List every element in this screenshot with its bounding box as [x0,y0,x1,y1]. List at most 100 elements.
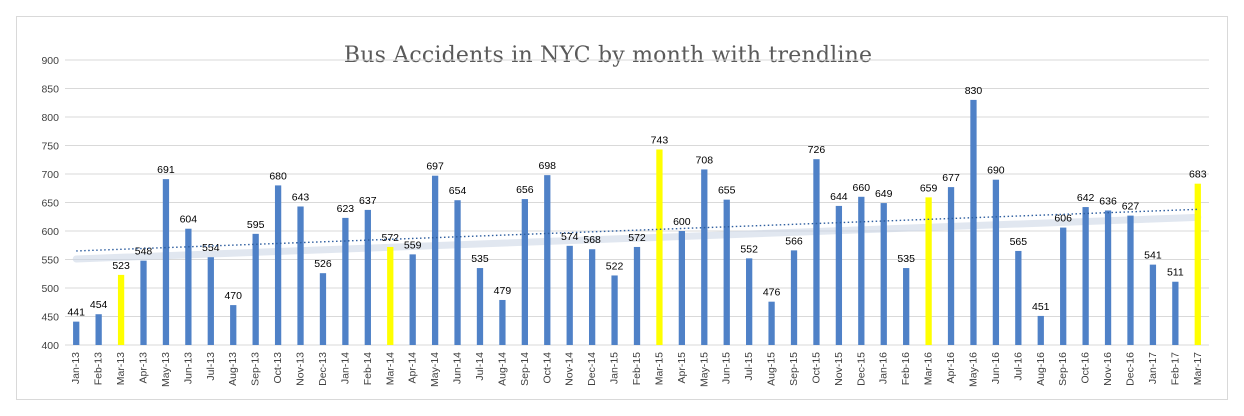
data-label: 698 [539,160,557,172]
bar [903,268,910,345]
data-label: 479 [494,285,512,297]
y-tick-label: 750 [41,141,59,153]
bar [746,258,753,345]
x-tick-label: Feb-15 [631,352,643,385]
data-label: 476 [763,287,781,299]
bar [521,199,528,345]
bar [73,321,80,345]
data-label: 691 [157,164,175,176]
bar [835,205,843,345]
x-tick-label: Aug-13 [227,352,239,386]
data-label: 697 [426,161,444,173]
bar [970,99,977,346]
bar [162,179,170,345]
data-label: 595 [247,219,265,231]
data-label: 526 [314,258,332,270]
trendline-shadow [72,213,1202,263]
data-label: 627 [1122,201,1140,213]
data-label: 522 [606,260,624,272]
data-label: 454 [90,299,108,311]
data-label: 552 [740,243,758,255]
bar [947,187,955,345]
x-tick-label: Dec-14 [586,352,598,386]
y-tick-label: 550 [41,255,59,267]
bar [431,175,439,345]
data-label: 606 [1054,213,1072,225]
x-tick-label: Apr-16 [945,352,957,384]
x-tick-label: Jan-17 [1147,352,1159,384]
x-tick-label: Oct-15 [810,352,822,384]
x-tick-label: Jan-14 [339,352,351,384]
data-label: 690 [987,165,1005,177]
bar [588,249,596,345]
data-label: 574 [561,231,579,243]
x-tick-label: May-13 [160,352,172,387]
bar [1037,315,1044,345]
data-label: 572 [381,232,399,244]
bar [925,197,932,345]
data-label: 677 [942,172,960,184]
y-tick-label: 500 [41,283,59,295]
y-tick-label: 450 [41,312,59,324]
y-tick-label: 900 [41,55,59,67]
chart-frame: Bus Accidents in NYC by month with trend… [16,16,1228,400]
x-tick-label: Jul-16 [1012,352,1024,381]
bar [117,274,125,345]
x-tick-label: Dec-15 [855,352,867,386]
x-tick-label: Sep-16 [1057,352,1069,386]
x-tick-label: Apr-13 [138,352,150,384]
bar [207,257,214,345]
bar [454,200,461,345]
data-label: 830 [965,85,983,97]
data-label: 643 [292,191,310,203]
bar [1149,264,1157,345]
x-tick-label: Apr-14 [407,352,419,384]
y-tick-label: 800 [41,112,59,124]
bar [656,149,663,345]
x-tick-label: Jun-16 [990,352,1002,384]
data-label: 535 [471,253,489,265]
data-label: 604 [180,214,198,226]
data-label: 535 [897,253,915,265]
x-tick-label: Oct-16 [1080,352,1092,384]
x-tick-label: Aug-14 [496,352,508,386]
bar [566,245,573,345]
bar [252,233,259,345]
bar [858,196,865,345]
bar [701,169,708,345]
x-tick-label: Jan-15 [609,352,621,384]
data-label: 623 [337,203,355,215]
data-label: 441 [67,307,85,319]
y-tick-label: 850 [41,84,59,96]
bar [678,231,686,345]
data-label: 659 [920,182,938,194]
data-label: 568 [583,234,601,246]
x-tick-label: Jun-15 [721,352,733,384]
x-tick-label: Sep-15 [788,352,800,386]
bar [723,199,730,345]
trendline [76,208,1198,252]
bar [95,314,102,345]
x-tick-label: Feb-14 [362,352,374,385]
bar [1104,210,1112,345]
x-tick-label: Jun-13 [182,352,194,384]
x-tick-label: Mar-14 [384,352,396,385]
x-tick-label: Nov-14 [564,352,576,386]
data-label: 554 [202,242,220,254]
data-label: 523 [112,260,130,272]
bar [409,254,416,345]
x-tick-label: Mar-13 [115,352,127,385]
bar [297,206,304,345]
bar [387,246,394,345]
x-tick-label: Sep-14 [519,352,531,386]
data-label: 541 [1144,250,1162,262]
x-tick-label: Jun-14 [452,352,464,384]
data-label: 559 [404,239,422,251]
data-label: 708 [696,154,714,166]
bar [880,203,887,345]
x-tick-label: Aug-16 [1035,352,1047,386]
bar [319,273,327,345]
data-label: 680 [269,170,287,182]
x-tick-label: Nov-15 [833,352,845,386]
y-tick-label: 400 [41,340,59,352]
